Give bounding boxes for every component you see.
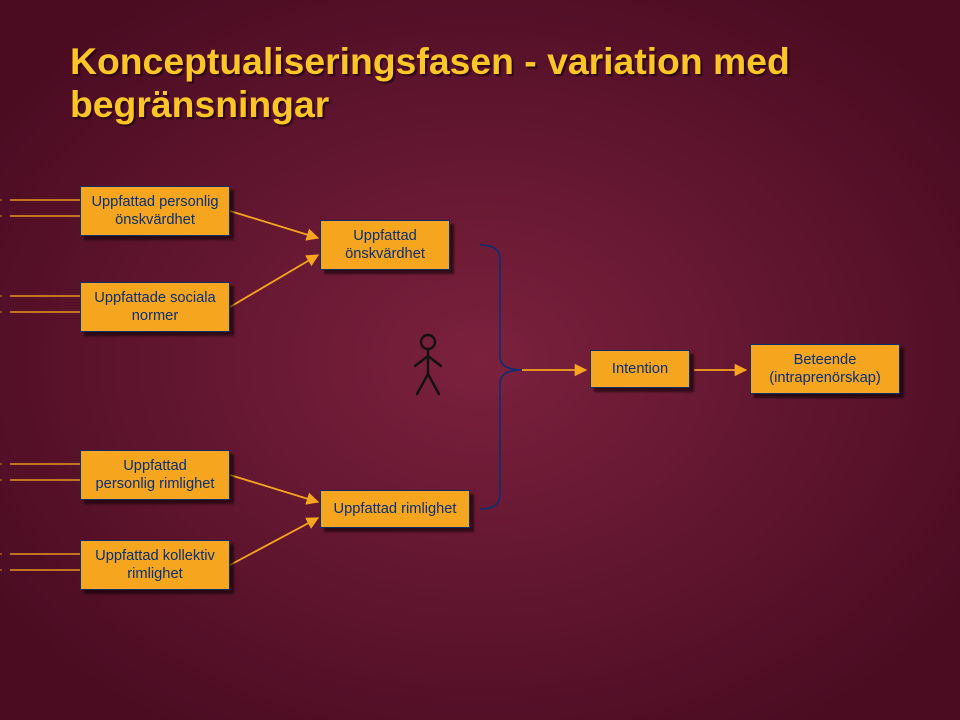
node-upp-kollektiv-rimlighet: Uppfattad kollektivrimlighet	[80, 540, 230, 590]
node-beteende: Beteende(intraprenörskap)	[750, 344, 900, 394]
node-upp-personlig-onskvardhet: Uppfattad personligönskvärdhet	[80, 186, 230, 236]
slide-root: Konceptualiseringsfasen - variation medb…	[0, 0, 960, 720]
node-intention: Intention	[590, 350, 690, 388]
node-upp-onskvardhet: Uppfattadönskvärdhet	[320, 220, 450, 270]
slide-title: Konceptualiseringsfasen - variation medb…	[70, 40, 790, 126]
node-upp-sociala-normer: Uppfattade socialanormer	[80, 282, 230, 332]
node-upp-rimlighet: Uppfattad rimlighet	[320, 490, 470, 528]
node-upp-personlig-rimlighet: Uppfattadpersonlig rimlighet	[80, 450, 230, 500]
person-icon	[415, 335, 441, 394]
